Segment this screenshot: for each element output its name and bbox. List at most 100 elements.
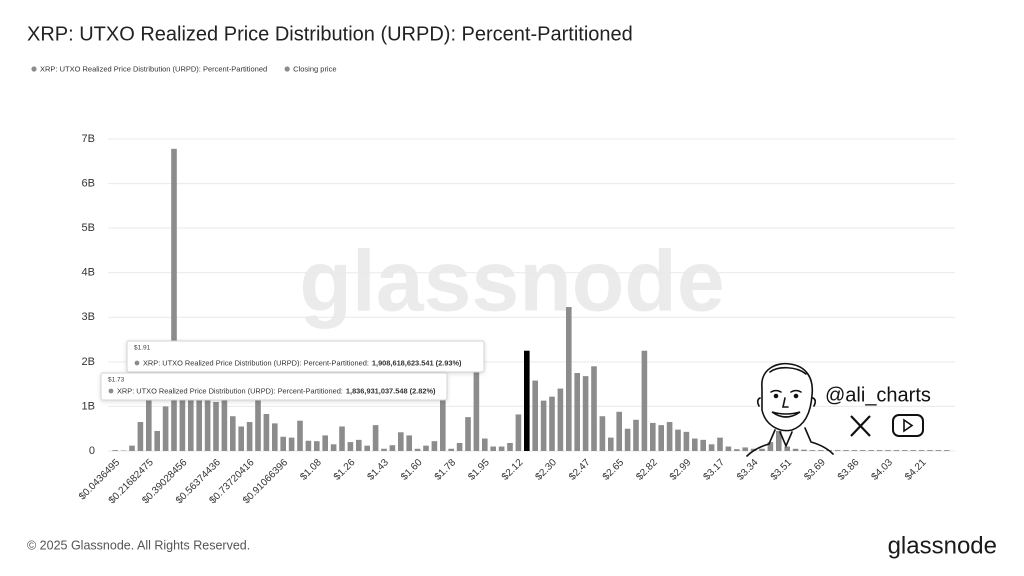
bar	[876, 450, 883, 451]
bar	[448, 448, 454, 451]
legend-swatch	[284, 66, 290, 72]
tooltip-price: $1.73	[108, 377, 125, 384]
bar	[540, 400, 547, 451]
bar	[162, 406, 169, 451]
bar	[272, 423, 278, 451]
bar	[372, 425, 379, 451]
bar	[935, 450, 942, 451]
bar	[154, 430, 160, 451]
bar	[868, 450, 874, 451]
bar	[255, 397, 261, 451]
bar	[557, 388, 564, 451]
bar	[767, 442, 774, 451]
bar	[801, 449, 807, 451]
bar	[717, 437, 723, 451]
y-tick-label: 4B	[82, 267, 95, 279]
tooltip-series: XRP: UTXO Realized Price Distribution (U…	[143, 358, 369, 367]
bar	[204, 397, 211, 451]
bar	[498, 446, 505, 451]
bar	[482, 438, 488, 451]
bar	[666, 422, 673, 451]
tooltip-line: XRP: UTXO Realized Price Distribution (U…	[143, 358, 462, 367]
bar	[742, 447, 748, 451]
bar	[406, 435, 412, 451]
tooltip-dot	[108, 388, 114, 394]
bar	[549, 396, 555, 451]
bar	[893, 450, 900, 451]
bar	[440, 368, 446, 451]
bar	[490, 446, 496, 451]
bar	[700, 439, 706, 451]
y-tick-label: 2B	[82, 356, 95, 368]
x-icon	[850, 415, 871, 437]
bar	[776, 430, 782, 451]
bar	[725, 446, 732, 451]
bar	[364, 445, 370, 451]
brand-logo: glassnode	[888, 532, 997, 559]
legend-swatch	[31, 66, 37, 72]
bar	[263, 414, 270, 451]
bar	[129, 445, 135, 451]
bars	[112, 148, 950, 451]
bar	[381, 448, 387, 451]
bar	[708, 444, 715, 451]
bar	[683, 431, 690, 451]
bar	[809, 450, 816, 451]
bar	[146, 397, 152, 451]
bar	[196, 393, 202, 451]
bar	[734, 449, 740, 451]
tooltip: $1.91 XRP: UTXO Realized Price Distributi…	[126, 340, 485, 373]
y-tick-label: 1B	[82, 400, 95, 412]
bar	[608, 437, 614, 451]
bar	[230, 416, 236, 451]
tooltip-price: $1.91	[134, 345, 151, 352]
bar	[507, 442, 513, 451]
chart-title: XRP: UTXO Realized Price Distribution (U…	[27, 23, 633, 45]
bar	[566, 307, 572, 451]
bar	[347, 442, 354, 451]
bar	[641, 350, 648, 451]
bar	[818, 450, 824, 451]
bar	[322, 435, 328, 451]
bar	[834, 450, 841, 451]
bar	[221, 393, 228, 451]
tooltips: $1.91 XRP: UTXO Realized Price Distributi…	[100, 340, 485, 401]
bar	[330, 444, 337, 451]
bar	[398, 432, 404, 451]
bar	[624, 428, 631, 451]
bar	[902, 450, 908, 451]
bar	[658, 425, 664, 451]
bar	[650, 422, 656, 451]
bar	[280, 436, 286, 451]
bar	[456, 442, 463, 451]
tooltip-value: 1,908,618,623.541 (2.93%)	[372, 358, 462, 367]
bar	[188, 370, 194, 451]
bar	[414, 448, 421, 451]
y-tick-label: 6B	[82, 177, 95, 189]
bar	[675, 429, 681, 451]
bar	[179, 393, 186, 451]
bar	[465, 417, 471, 451]
bar	[885, 450, 891, 451]
bar	[238, 426, 244, 451]
bar	[297, 420, 303, 451]
y-tick-label: 3B	[82, 311, 95, 323]
bar	[314, 441, 320, 451]
legend-label: XRP: UTXO Realized Price Distribution (U…	[40, 64, 267, 73]
bar	[616, 411, 622, 451]
bar	[524, 350, 530, 451]
tooltip-dot	[134, 360, 140, 366]
bar	[356, 439, 362, 451]
bar	[784, 446, 790, 451]
tooltip-value: 1,836,931,037.548 (2.82%)	[346, 386, 436, 395]
tooltip-line: XRP: UTXO Realized Price Distribution (U…	[117, 386, 436, 395]
bar	[574, 373, 580, 451]
bar	[423, 445, 429, 451]
bar	[473, 365, 480, 451]
bar	[246, 422, 253, 451]
bar	[843, 450, 849, 451]
bar	[431, 441, 438, 451]
bar	[288, 437, 295, 451]
